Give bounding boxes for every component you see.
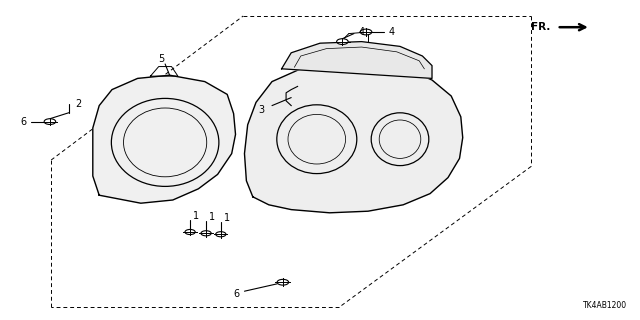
- Text: 6: 6: [234, 289, 240, 300]
- Text: 1: 1: [193, 211, 200, 221]
- Circle shape: [44, 119, 56, 124]
- Text: 3: 3: [258, 105, 264, 116]
- Circle shape: [277, 279, 289, 285]
- Polygon shape: [93, 75, 236, 203]
- Circle shape: [360, 29, 372, 35]
- Text: FR.: FR.: [531, 22, 550, 32]
- Text: 5: 5: [158, 54, 164, 64]
- Circle shape: [216, 232, 226, 237]
- Text: 4: 4: [388, 27, 395, 37]
- Text: 1: 1: [224, 213, 230, 223]
- Text: 1: 1: [209, 212, 216, 222]
- Circle shape: [201, 231, 211, 236]
- Text: 2: 2: [75, 99, 81, 109]
- Text: 4: 4: [358, 27, 365, 37]
- Circle shape: [185, 229, 195, 235]
- Polygon shape: [244, 62, 463, 213]
- Polygon shape: [282, 42, 432, 78]
- Text: 6: 6: [20, 116, 26, 127]
- Text: TK4AB1200: TK4AB1200: [583, 301, 627, 310]
- Circle shape: [337, 39, 348, 44]
